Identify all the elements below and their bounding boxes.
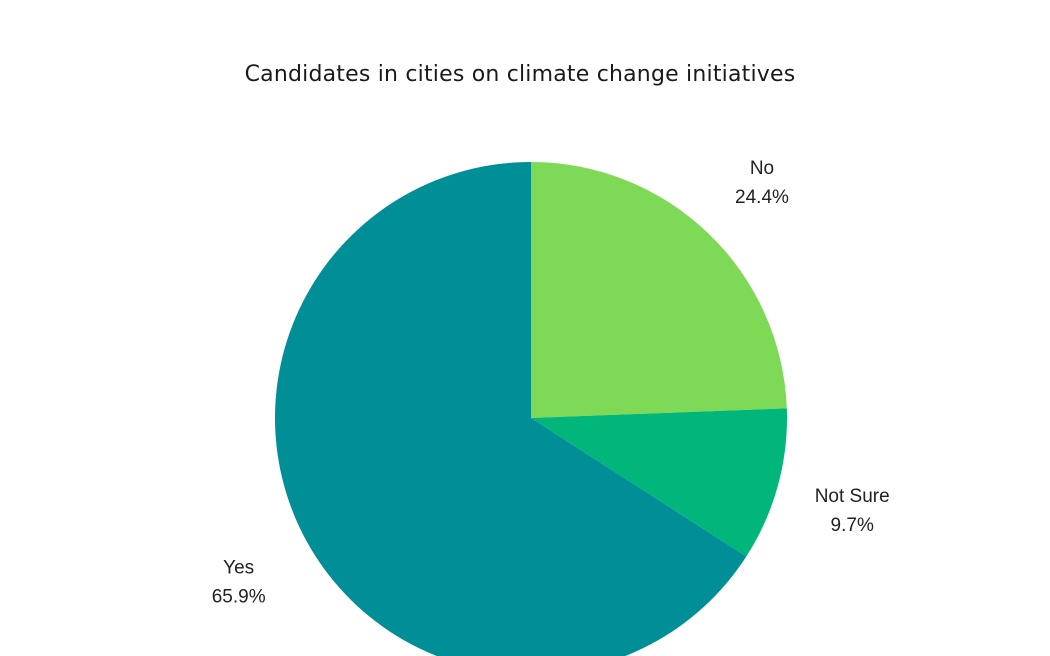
slice-value-no: 24.4% (735, 187, 789, 208)
slice-label-not-sure: Not Sure (815, 486, 890, 507)
pie-labels: No 24.4% Not Sure 9.7% Yes 65.9% (212, 158, 890, 607)
pie-slice-yes (275, 162, 747, 656)
slice-value-not-sure: 9.7% (831, 515, 874, 536)
chart-title: Candidates in cities on climate change i… (244, 62, 796, 87)
slice-label-yes: Yes (223, 558, 254, 579)
slice-value-yes: 65.9% (212, 587, 266, 608)
slice-label-no: No (750, 158, 774, 179)
pie-slices (275, 162, 787, 656)
pie-slice-not-sure (531, 408, 787, 557)
pie-slice-no (531, 162, 787, 418)
